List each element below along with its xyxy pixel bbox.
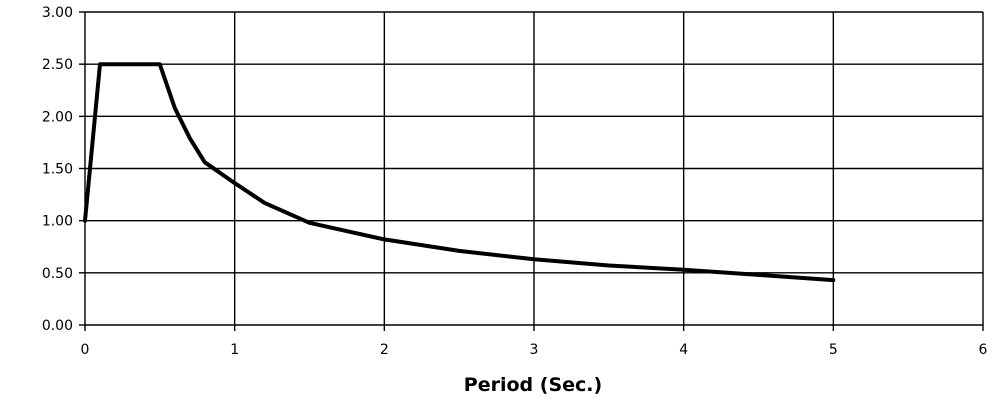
x-tick-label: 4 (679, 342, 688, 358)
x-tick-label: 0 (81, 342, 90, 358)
x-axis-title: Period (Sec.) (464, 374, 602, 396)
y-tick-label: 2.50 (42, 57, 73, 73)
grid (79, 11, 984, 331)
y-tick-label: 1.00 (42, 214, 73, 230)
series-layer (83, 62, 836, 283)
x-tick-label: 6 (979, 342, 988, 358)
series-line (83, 62, 836, 283)
x-axis-ticks: 0 1 2 3 4 5 6 (81, 342, 988, 358)
y-tick-label: 3.00 (42, 5, 73, 21)
y-axis-ticks: 0.00 0.50 1.00 1.50 2.00 2.50 3.00 (42, 5, 73, 334)
x-tick-label: 1 (230, 342, 239, 358)
y-tick-label: 0.00 (42, 318, 73, 334)
x-tick-label: 5 (829, 342, 838, 358)
y-tick-label: 0.50 (42, 266, 73, 282)
x-tick-label: 3 (530, 342, 539, 358)
y-tick-label: 2.00 (42, 109, 73, 125)
x-tick-label: 2 (380, 342, 389, 358)
y-tick-label: 1.50 (42, 162, 73, 178)
